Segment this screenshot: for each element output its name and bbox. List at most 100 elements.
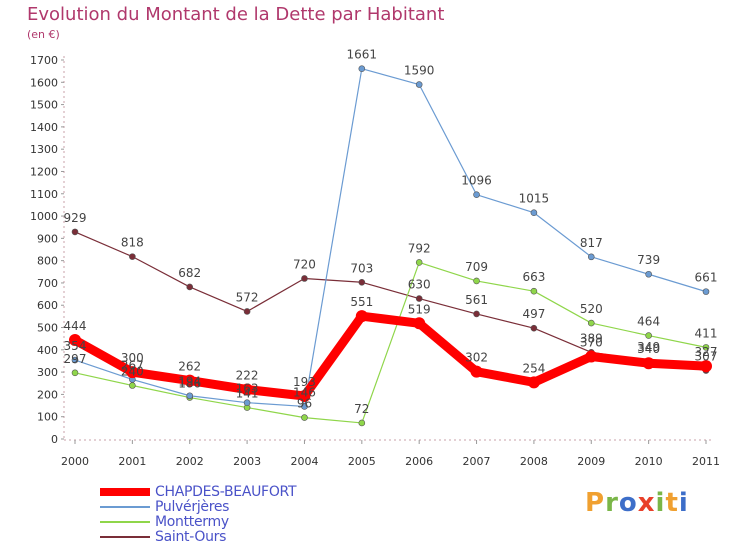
data-label: 254	[522, 361, 545, 375]
legend-item: Monttermy	[100, 513, 296, 530]
legend-label: Pulvérjères	[155, 498, 230, 515]
data-label: 340	[637, 342, 660, 356]
data-label: 720	[293, 257, 316, 271]
legend-swatch	[100, 520, 150, 523]
data-label: 1590	[404, 64, 435, 78]
data-label: 817	[580, 236, 603, 250]
data-point	[186, 283, 194, 291]
brand-letter: i	[678, 488, 689, 518]
data-label: 354	[64, 339, 87, 353]
y-tick-label: 800	[37, 255, 58, 268]
y-tick-label: 600	[37, 299, 58, 312]
data-label: 444	[64, 319, 87, 333]
series-line	[74, 231, 707, 372]
data-point	[642, 357, 655, 370]
data-point	[415, 259, 423, 266]
brand-letter: i	[655, 488, 666, 518]
data-label: 497	[522, 307, 545, 321]
y-tick-label: 900	[37, 232, 58, 245]
y-tick-label: 0	[51, 433, 58, 446]
data-point	[587, 319, 595, 327]
y-tick-label: 1600	[30, 76, 58, 89]
data-point	[129, 253, 136, 260]
legend-swatch	[100, 487, 150, 496]
data-point	[587, 253, 595, 261]
data-label: 630	[408, 278, 431, 292]
data-label: 194	[178, 375, 201, 389]
data-label: 146	[293, 385, 316, 399]
legend-label: Saint-Ours	[155, 528, 227, 545]
data-point	[301, 414, 308, 421]
brand-letter: P	[585, 488, 606, 518]
data-point	[183, 374, 196, 387]
data-label: 411	[695, 326, 718, 340]
data-label: 307	[695, 350, 718, 364]
data-label: 792	[408, 241, 431, 255]
data-label: 682	[178, 266, 201, 280]
data-point	[585, 350, 598, 363]
data-point	[358, 278, 366, 286]
data-point	[645, 332, 652, 339]
y-tick-label: 300	[37, 366, 58, 379]
data-label: 709	[465, 260, 488, 274]
series-line	[74, 261, 707, 424]
data-label: 141	[236, 387, 259, 401]
y-tick-label: 200	[37, 388, 58, 401]
legend-label: Monttermy	[155, 513, 229, 530]
y-tick-label: 700	[37, 277, 58, 290]
data-label: 96	[297, 397, 312, 411]
data-label: 703	[350, 261, 373, 275]
data-point	[243, 399, 251, 406]
chart-title: Evolution du Montant de la Dette par Hab…	[27, 4, 445, 25]
y-tick-label: 1300	[30, 143, 58, 156]
y-tick-label: 1200	[30, 165, 58, 178]
x-tick-label: 2004	[290, 455, 318, 468]
x-tick-label: 2003	[233, 455, 261, 468]
data-point	[71, 228, 79, 236]
data-point	[415, 295, 423, 302]
data-label: 240	[121, 364, 144, 378]
data-label: 300	[121, 351, 144, 365]
data-label: 389	[580, 331, 603, 345]
legend-swatch	[100, 505, 150, 508]
data-point	[470, 365, 483, 378]
data-point	[702, 344, 710, 351]
data-point	[527, 376, 540, 389]
y-tick-label: 400	[37, 344, 58, 357]
data-label: 519	[408, 302, 431, 316]
data-label: 222	[236, 369, 259, 383]
data-label: 520	[580, 302, 603, 316]
brand-letter: o	[618, 488, 638, 518]
legend-swatch	[100, 535, 150, 538]
data-point	[69, 334, 81, 347]
data-label: 464	[637, 315, 660, 329]
data-point	[241, 383, 254, 396]
x-tick-label: 2011	[692, 455, 720, 468]
data-label: 1015	[519, 192, 550, 206]
data-point	[298, 389, 311, 402]
data-point	[530, 287, 538, 295]
data-label: 186	[178, 377, 201, 391]
data-point	[301, 275, 308, 282]
data-point	[473, 310, 480, 318]
y-tick-label: 500	[37, 322, 58, 335]
data-point	[645, 270, 652, 278]
data-label: 561	[465, 293, 488, 307]
y-tick-label: 100	[37, 411, 58, 424]
data-label: 818	[121, 236, 144, 250]
series-line	[70, 311, 711, 401]
data-point	[358, 419, 366, 427]
data-point	[415, 81, 423, 88]
y-tick-label: 1000	[30, 210, 58, 223]
data-label: 1661	[347, 48, 378, 62]
brand-logo: Proxiti	[585, 488, 689, 518]
data-label: 327	[695, 345, 718, 359]
legend-item: Saint-Ours	[100, 528, 296, 545]
data-label: 572	[236, 290, 259, 304]
data-label: 929	[64, 211, 87, 225]
x-tick-label: 2000	[61, 455, 89, 468]
data-point	[413, 317, 426, 330]
data-label: 193	[293, 375, 316, 389]
data-point	[530, 324, 538, 332]
